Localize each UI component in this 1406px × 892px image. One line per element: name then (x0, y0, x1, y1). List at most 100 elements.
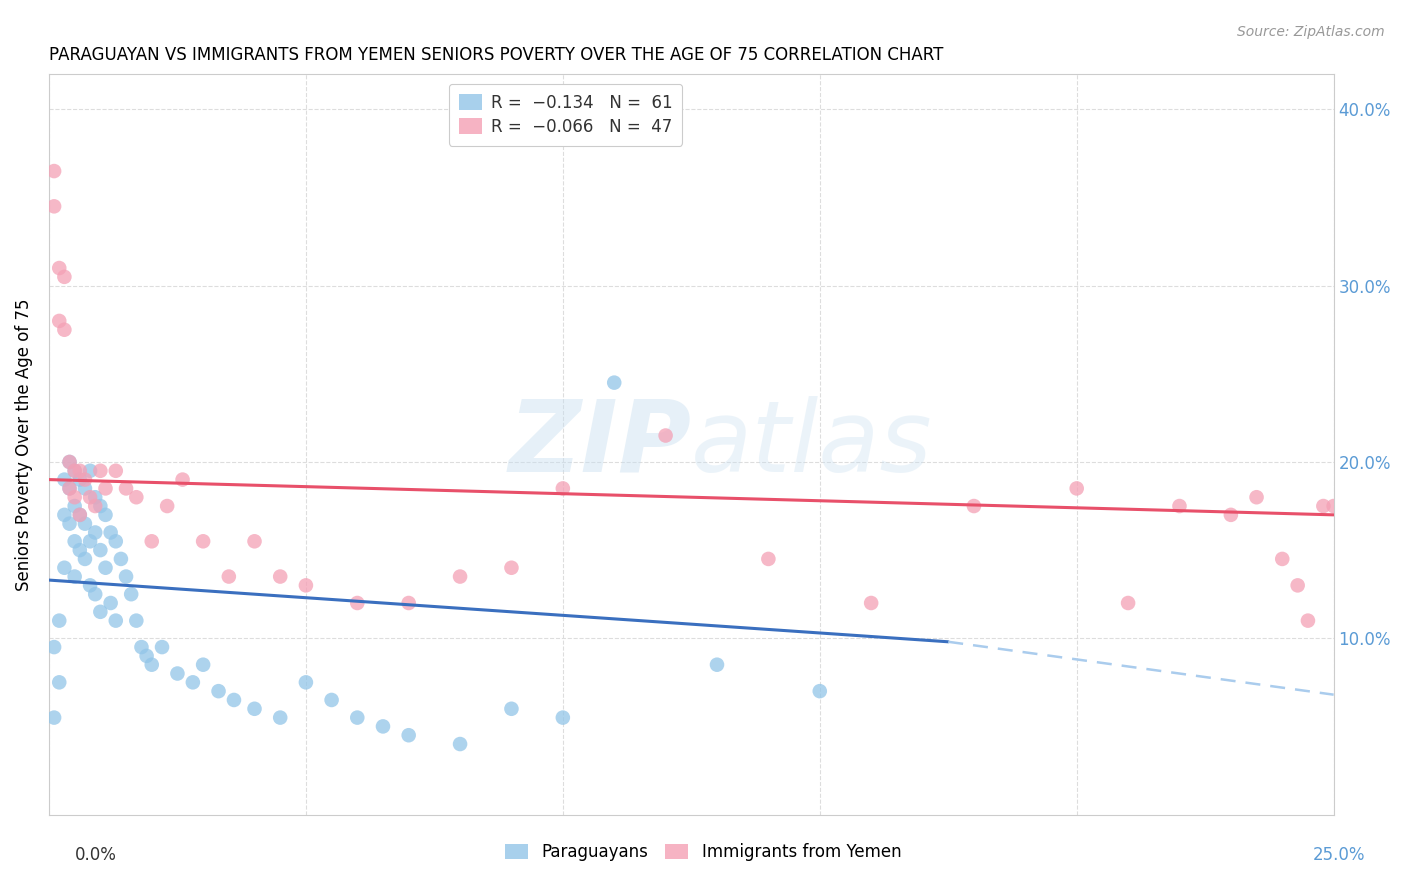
Point (125, 490, 148, 504)
Point (53, 473, 76, 487)
Text: Source: ZipAtlas.com: Source: ZipAtlas.com (1237, 25, 1385, 39)
Point (346, 596, 368, 610)
Point (1246, 490, 1268, 504)
Point (191, 657, 214, 672)
Point (94, 482, 117, 496)
Point (84, 587, 107, 601)
Point (758, 552, 780, 566)
Point (63, 490, 86, 504)
Point (603, 376, 626, 390)
Point (156, 499, 179, 513)
Point (48, 260, 70, 275)
Point (79, 464, 101, 478)
Point (94, 560, 117, 574)
Point (295, 675, 318, 690)
Point (551, 482, 574, 496)
Text: atlas: atlas (692, 396, 934, 493)
Point (89, 464, 111, 478)
Point (501, 702, 523, 716)
Point (207, 684, 229, 698)
Point (1296, 614, 1319, 628)
Point (69, 508, 91, 522)
Point (135, 648, 157, 663)
Point (84, 525, 107, 540)
Point (321, 693, 343, 707)
Point (110, 552, 132, 566)
Point (48, 675, 70, 690)
Text: 0.0%: 0.0% (75, 846, 117, 863)
Point (1168, 499, 1191, 513)
Point (58, 482, 80, 496)
Point (48, 314, 70, 328)
Point (141, 534, 163, 549)
Point (84, 490, 107, 504)
Point (398, 596, 420, 610)
Point (243, 702, 266, 716)
Point (58, 455, 80, 469)
Point (42, 640, 65, 654)
Point (89, 605, 111, 619)
Point (269, 569, 291, 583)
Point (73, 473, 96, 487)
Legend: Paraguayans, Immigrants from Yemen: Paraguayans, Immigrants from Yemen (498, 837, 908, 868)
Point (69, 543, 91, 558)
Point (150, 640, 173, 654)
Point (69, 473, 91, 487)
Point (42, 164, 65, 178)
Point (53, 323, 76, 337)
Point (73, 552, 96, 566)
Point (141, 657, 163, 672)
Point (449, 737, 471, 751)
Point (63, 569, 86, 583)
Point (191, 534, 214, 549)
Point (551, 710, 574, 724)
Point (654, 428, 676, 442)
Point (100, 596, 122, 610)
Point (100, 525, 122, 540)
Point (1219, 508, 1241, 522)
Point (1116, 596, 1139, 610)
Point (63, 464, 86, 478)
Point (73, 516, 96, 531)
Text: PARAGUAYAN VS IMMIGRANTS FROM YEMEN SENIORS POVERTY OVER THE AGE OF 75 CORRELATI: PARAGUAYAN VS IMMIGRANTS FROM YEMEN SENI… (49, 46, 943, 64)
Point (449, 569, 471, 583)
Point (42, 199, 65, 213)
Point (218, 569, 240, 583)
Point (53, 508, 76, 522)
Point (1286, 578, 1309, 592)
Point (963, 499, 986, 513)
Point (69, 464, 91, 478)
Point (42, 710, 65, 724)
Point (53, 560, 76, 574)
Point (1323, 499, 1346, 513)
Point (79, 490, 101, 504)
Point (58, 455, 80, 469)
Point (860, 596, 883, 610)
Point (120, 587, 142, 601)
Point (104, 614, 127, 628)
Point (63, 534, 86, 549)
Point (79, 578, 101, 592)
Point (48, 614, 70, 628)
Point (125, 614, 148, 628)
Point (1066, 482, 1088, 496)
Point (94, 508, 117, 522)
Text: 25.0%: 25.0% (1312, 846, 1365, 863)
Point (89, 543, 111, 558)
Point (58, 516, 80, 531)
Point (172, 473, 194, 487)
Point (501, 560, 523, 574)
Point (84, 499, 107, 513)
Point (69, 508, 91, 522)
Point (222, 693, 245, 707)
Point (79, 534, 101, 549)
Point (63, 499, 86, 513)
Point (73, 482, 96, 496)
Point (181, 675, 204, 690)
Point (243, 534, 266, 549)
Point (115, 569, 138, 583)
Point (89, 499, 111, 513)
Point (1312, 499, 1334, 513)
Legend: R =  −0.134   N =  61, R =  −0.066   N =  47: R = −0.134 N = 61, R = −0.066 N = 47 (449, 84, 682, 145)
Point (104, 464, 127, 478)
